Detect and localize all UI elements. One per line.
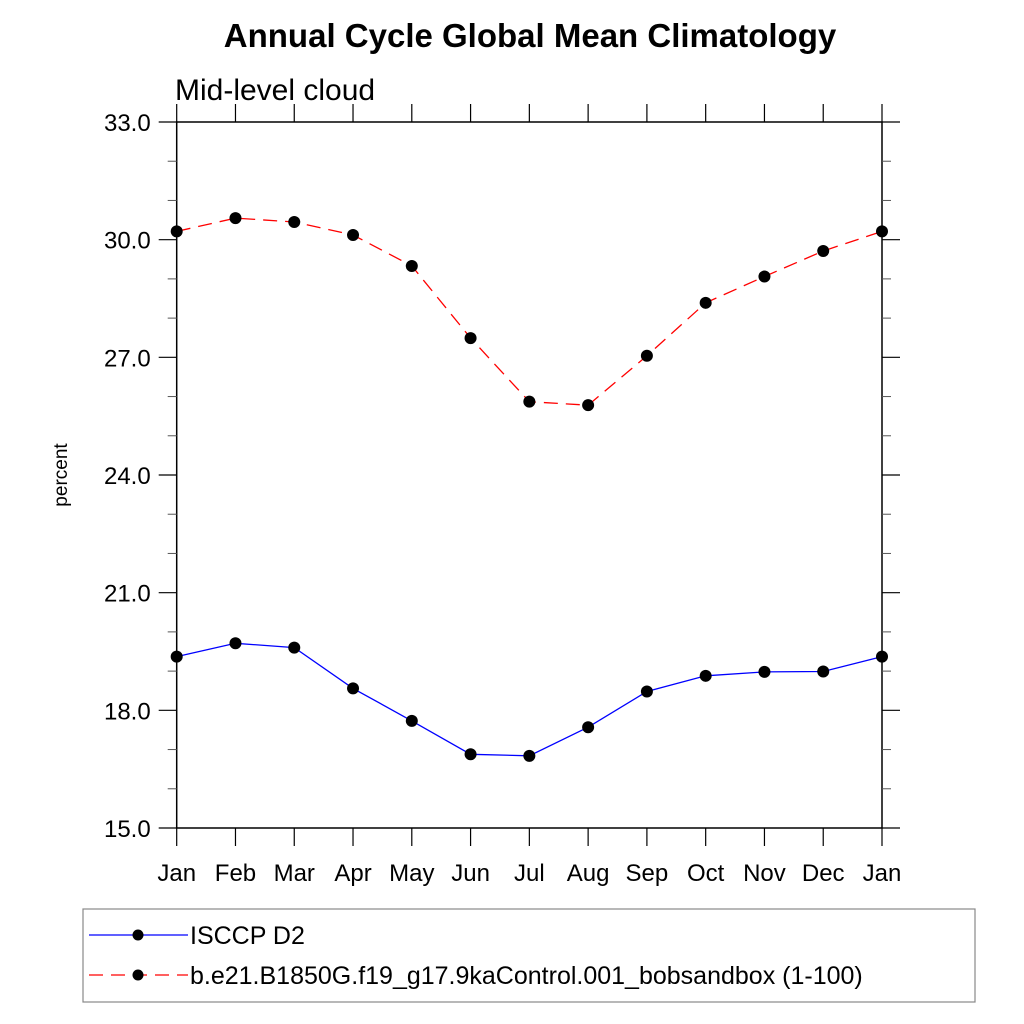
data-point — [170, 650, 183, 663]
x-ticks: Jan Feb Mar Apr May Jun Jul Aug Sep Oct Nov Dec Jan — [157, 104, 901, 887]
y-tick-label: 15.0 — [104, 816, 151, 843]
data-point — [699, 669, 712, 682]
data-point — [288, 641, 301, 654]
data-point — [464, 332, 477, 345]
data-point — [464, 748, 477, 761]
data-point — [876, 650, 888, 663]
chart-subtitle: Mid-level cloud — [175, 74, 375, 107]
data-point — [640, 349, 653, 362]
y-tick-label: 24.0 — [104, 463, 151, 490]
data-point — [229, 637, 242, 650]
series-line-1 — [176, 217, 883, 406]
data-point — [876, 225, 888, 238]
data-point — [640, 685, 653, 698]
data-point — [229, 212, 242, 225]
legend-label-1: b.e21.B1850G.f19_g17.9kaControl.001_bobs… — [190, 962, 863, 990]
y-tick-label: 33.0 — [104, 110, 151, 137]
x-tick-label: May — [389, 860, 434, 887]
data-point — [347, 682, 360, 695]
x-tick-label: Jul — [514, 860, 545, 887]
axes — [175, 121, 883, 829]
data-point — [817, 665, 830, 678]
data-point — [170, 225, 183, 238]
x-tick-label: Mar — [274, 860, 315, 887]
data-point — [288, 216, 301, 229]
x-tick-label: Apr — [334, 860, 371, 887]
legend-marker-0 — [132, 929, 144, 941]
x-tick-label: Jun — [451, 860, 490, 887]
y-axis-label: percent — [51, 443, 72, 507]
y-tick-label: 30.0 — [104, 228, 151, 255]
legend-label-0: ISCCP D2 — [190, 922, 305, 950]
x-tick-label: Sep — [626, 860, 669, 887]
legend: ISCCP D2 b.e21.B1850G.f19_g17.9kaControl.… — [82, 908, 976, 1003]
legend-marker-1 — [132, 969, 144, 981]
data-point — [405, 259, 418, 272]
x-tick-label: Feb — [215, 860, 256, 887]
chart-title: Annual Cycle Global Mean Climatology — [224, 17, 837, 54]
y-tick-label: 21.0 — [104, 581, 151, 608]
data-point — [758, 665, 771, 678]
y-ticks: 15.0 18.0 21.0 24.0 27.0 30.0 33.0 — [104, 110, 900, 843]
x-tick-label: Aug — [567, 860, 610, 887]
y-tick-label: 27.0 — [104, 345, 151, 372]
x-tick-label: Nov — [743, 860, 786, 887]
y-tick-label: 18.0 — [104, 698, 151, 725]
data-point — [582, 399, 595, 412]
data-point — [758, 270, 771, 283]
data-point — [405, 714, 418, 727]
series-group — [170, 212, 888, 762]
data-point — [699, 296, 712, 309]
data-point — [347, 228, 360, 241]
data-point — [817, 245, 830, 258]
x-tick-label: Jan — [157, 860, 196, 887]
legend-box — [82, 908, 976, 1003]
x-tick-label: Oct — [687, 860, 725, 887]
series-line-0 — [176, 642, 883, 757]
x-tick-label: Jan — [863, 860, 902, 887]
data-point — [523, 395, 536, 408]
x-tick-label: Dec — [802, 860, 845, 887]
data-point — [523, 749, 536, 762]
data-point — [582, 721, 595, 734]
plot-frame — [175, 121, 883, 829]
